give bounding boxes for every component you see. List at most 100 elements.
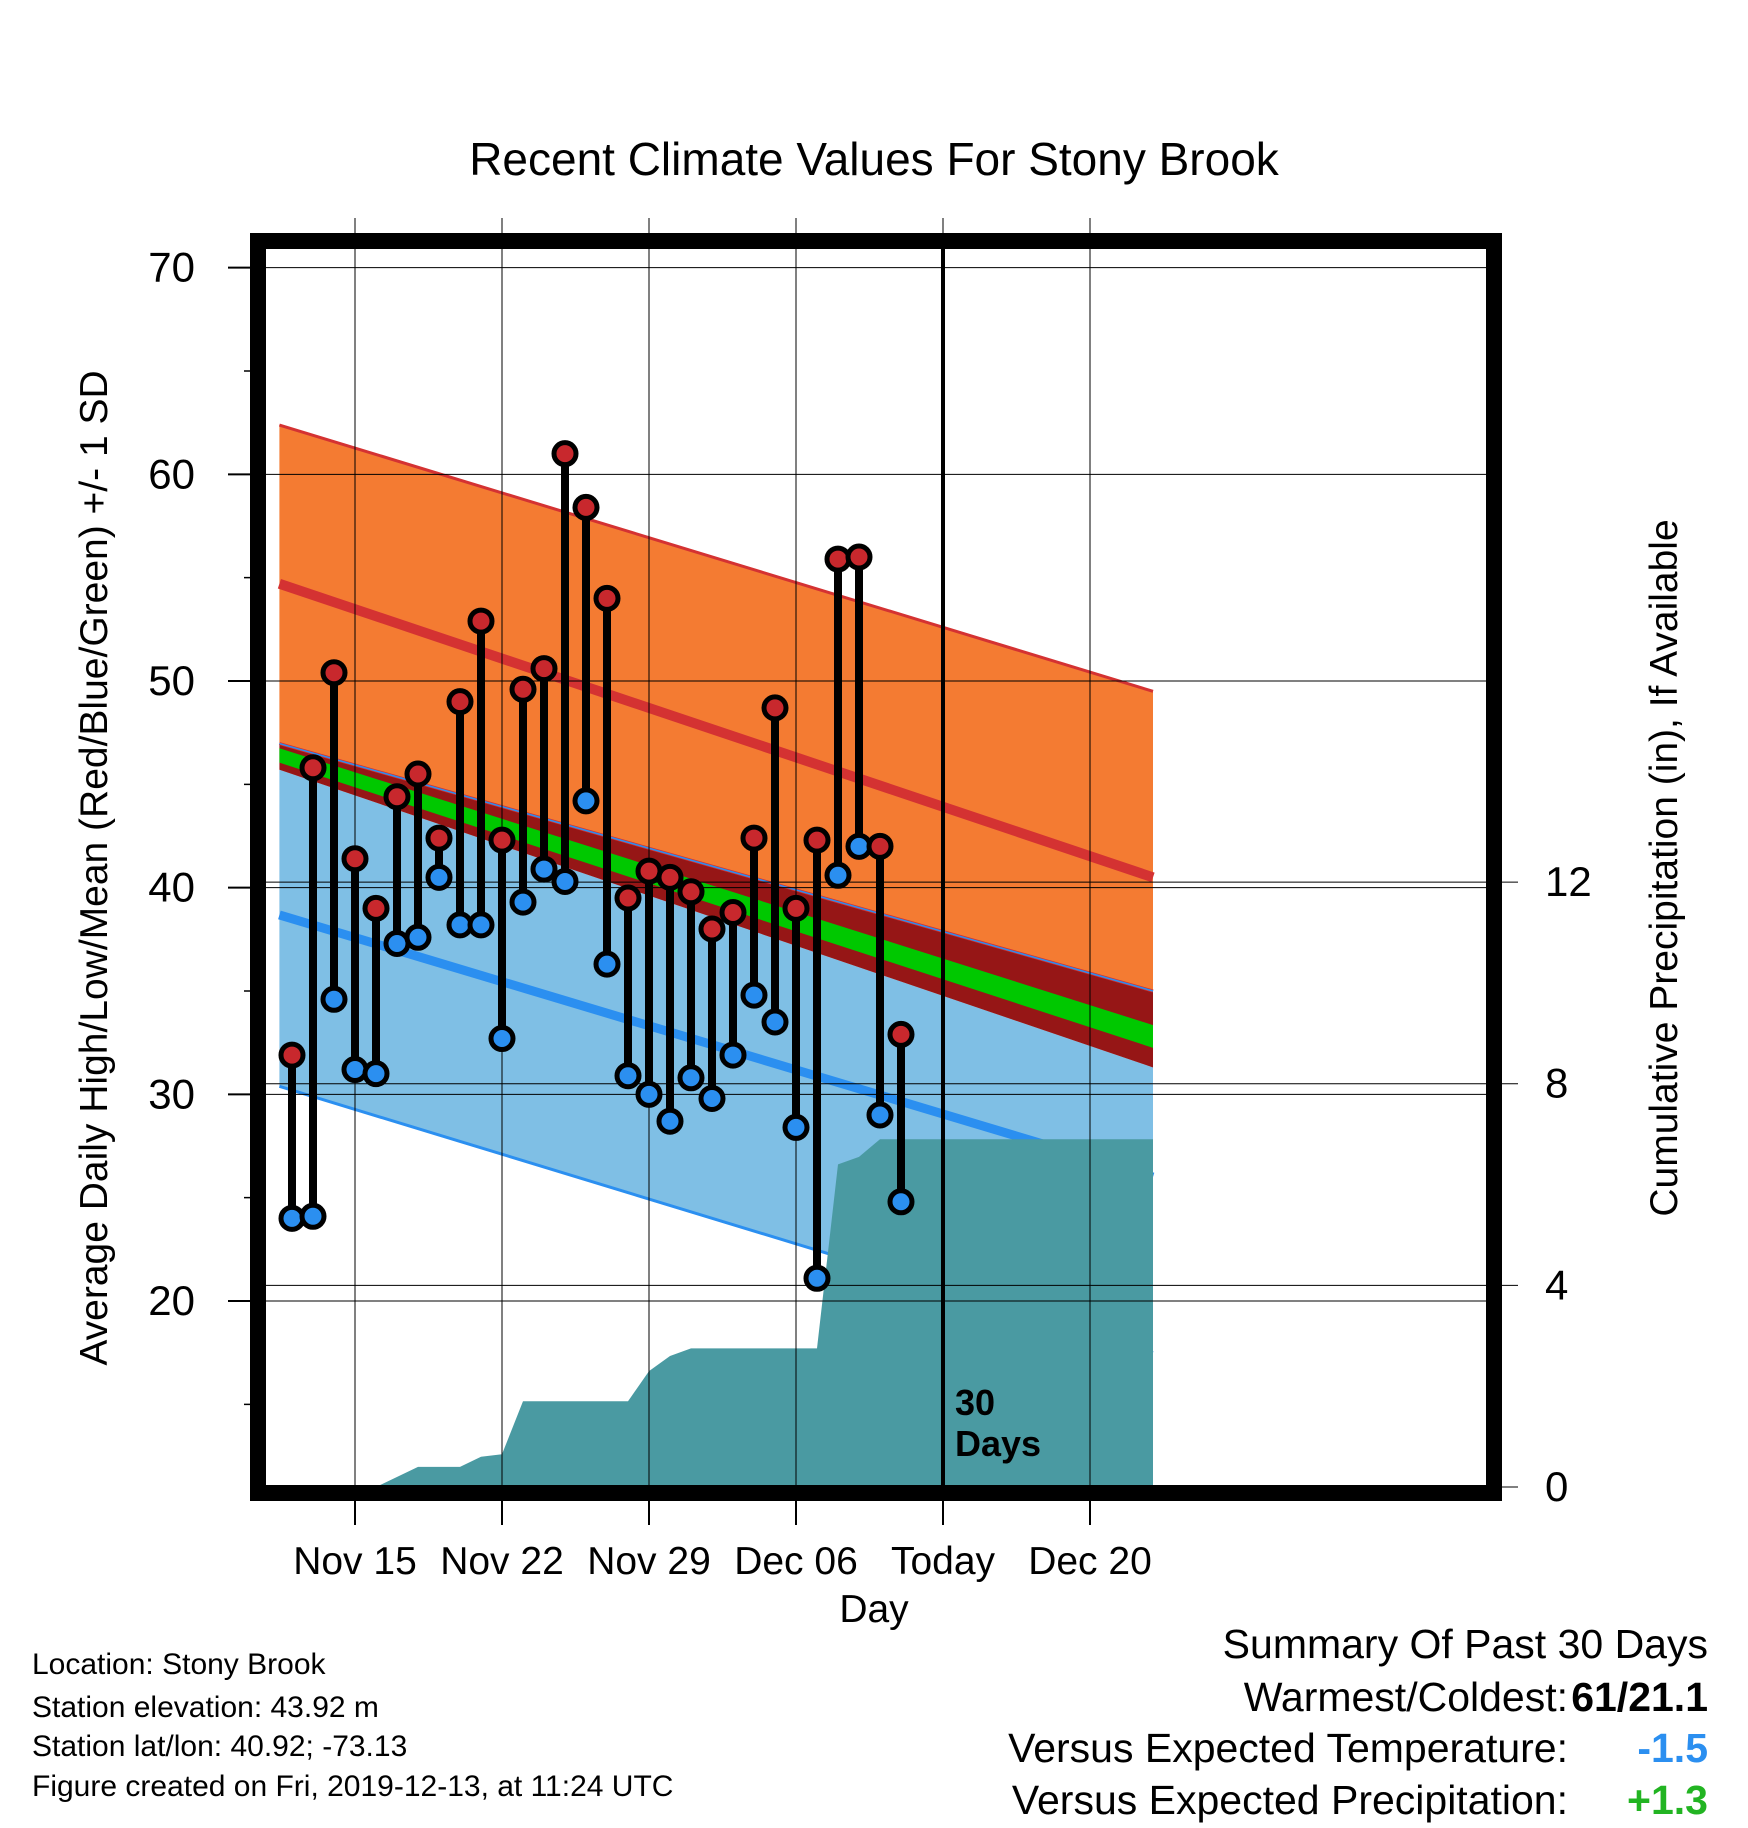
- obs-high-point: [614, 884, 642, 912]
- temp-label: Versus Expected Temperature:: [1008, 1725, 1568, 1771]
- figure-created: Figure created on Fri, 2019-12-13, at 11…: [32, 1770, 674, 1803]
- y2-tick-label: 8: [1545, 1060, 1568, 1107]
- obs-high-point: [782, 894, 810, 922]
- obs-low-point: [614, 1062, 642, 1090]
- plot-frame: [250, 233, 1502, 1501]
- obs-low-point: [404, 923, 432, 951]
- obs-high-point: [383, 783, 411, 811]
- obs-low-point: [488, 1025, 516, 1053]
- obs-high-point: [425, 824, 453, 852]
- obs-high-point: [803, 826, 831, 854]
- obs-high-point: [362, 894, 390, 922]
- y-tick-label: 40: [148, 864, 195, 911]
- obs-high-point: [866, 832, 894, 860]
- obs-high-point: [299, 754, 327, 782]
- obs-high-point: [719, 898, 747, 926]
- y-tick-label: 50: [148, 657, 195, 704]
- axes: 20 30 40 50 60 70 0 4 8 12 Nov 15 Nov 22 Nov 29 Dec 0…: [148, 244, 1591, 1583]
- obs-high-point: [278, 1041, 306, 1069]
- y2-tick-label: 0: [1545, 1463, 1568, 1510]
- obs-high-point: [593, 584, 621, 612]
- low-mean-line: [278, 910, 1155, 1182]
- station-location: Location: Stony Brook: [32, 1648, 326, 1681]
- obs-low-point: [593, 950, 621, 978]
- obs-low-point: [551, 867, 579, 895]
- precip-label: Versus Expected Precipitation:: [1011, 1777, 1568, 1823]
- x-tick-label: Dec 06: [734, 1540, 858, 1583]
- obs-low-point: [782, 1113, 810, 1141]
- summary-warm-cold: Warmest/Coldest:61/21.1: [1244, 1675, 1708, 1719]
- obs-low-point: [761, 1008, 789, 1036]
- x-tick-label: Today: [891, 1540, 996, 1583]
- precip-cumulative-area: [292, 1139, 1153, 1487]
- precipitation-area: [292, 1139, 1153, 1487]
- obs-high-point: [488, 826, 516, 854]
- obs-low-point: [824, 861, 852, 889]
- x-tick-label: Nov 29: [587, 1540, 711, 1583]
- obs-low-point: [656, 1107, 684, 1135]
- mean-normal-band: [279, 748, 1153, 1048]
- chart-title: Recent Climate Values For Stony Brook: [469, 133, 1280, 185]
- obs-high-point: [740, 824, 768, 852]
- y-tick-label: 60: [148, 450, 195, 497]
- summary-title: Summary Of Past 30 Days: [1222, 1621, 1708, 1667]
- warm-cold-label: Warmest/Coldest:: [1243, 1674, 1568, 1720]
- observed-temperatures: [278, 440, 915, 1292]
- obs-high-point: [467, 607, 495, 635]
- y2-tick-label: 4: [1545, 1261, 1568, 1308]
- x-tick-label: Nov 22: [440, 1540, 564, 1583]
- obs-low-point: [887, 1188, 915, 1216]
- obs-high-point: [572, 493, 600, 521]
- x-tick-label: Dec 20: [1028, 1540, 1152, 1583]
- obs-low-point: [320, 985, 348, 1013]
- obs-low-point: [740, 981, 768, 1009]
- obs-low-point: [509, 888, 537, 916]
- high-mean-line: [277, 579, 1155, 883]
- high-upper-line: [278, 423, 1154, 693]
- obs-high-point: [887, 1020, 915, 1048]
- obs-high-point: [845, 543, 873, 571]
- station-latlon: Station lat/lon: 40.92; -73.13: [32, 1730, 408, 1763]
- obs-low-point: [698, 1084, 726, 1112]
- obs-high-point: [698, 915, 726, 943]
- obs-low-point: [299, 1202, 327, 1230]
- y-axis-label: Average Daily High/Low/Mean (Red/Blue/Gr…: [73, 370, 116, 1365]
- obs-low-point: [677, 1064, 705, 1092]
- obs-low-point: [572, 787, 600, 815]
- summary-precip: Versus Expected Precipitation: +1.3: [1012, 1778, 1708, 1822]
- today-days-number: 30: [955, 1382, 995, 1423]
- y2-axis-label: Cumulative Precipitation (in), If Availa…: [1643, 519, 1686, 1216]
- y2-tick-label: 12: [1545, 858, 1592, 905]
- obs-low-point: [530, 855, 558, 883]
- y-tick-label: 30: [148, 1070, 195, 1117]
- obs-high-point: [656, 863, 684, 891]
- warm-cold-value: 61/21.1: [1571, 1674, 1708, 1720]
- plot-border: [250, 233, 1502, 1501]
- obs-high-point: [320, 659, 348, 687]
- obs-low-point: [362, 1060, 390, 1088]
- obs-high-point: [677, 878, 705, 906]
- today-days-word: Days: [955, 1423, 1041, 1464]
- obs-low-point: [467, 911, 495, 939]
- obs-high-point: [530, 655, 558, 683]
- high-normal-band: [279, 425, 1153, 991]
- obs-high-point: [341, 845, 369, 873]
- obs-low-point: [425, 863, 453, 891]
- obs-low-point: [719, 1041, 747, 1069]
- precip-value: +1.3: [1627, 1777, 1708, 1823]
- obs-low-point: [635, 1080, 663, 1108]
- obs-high-point: [761, 694, 789, 722]
- y-tick-label: 70: [148, 244, 195, 291]
- summary-temp: Versus Expected Temperature: -1.5: [1008, 1726, 1708, 1770]
- obs-low-point: [803, 1264, 831, 1292]
- obs-low-point: [341, 1056, 369, 1084]
- obs-high-point: [404, 760, 432, 788]
- y-tick-label: 20: [148, 1277, 195, 1324]
- obs-low-point: [866, 1101, 894, 1129]
- x-axis-label: Day: [839, 1588, 909, 1631]
- obs-high-point: [509, 675, 537, 703]
- obs-high-point: [551, 440, 579, 468]
- x-tick-label: Nov 15: [293, 1540, 417, 1583]
